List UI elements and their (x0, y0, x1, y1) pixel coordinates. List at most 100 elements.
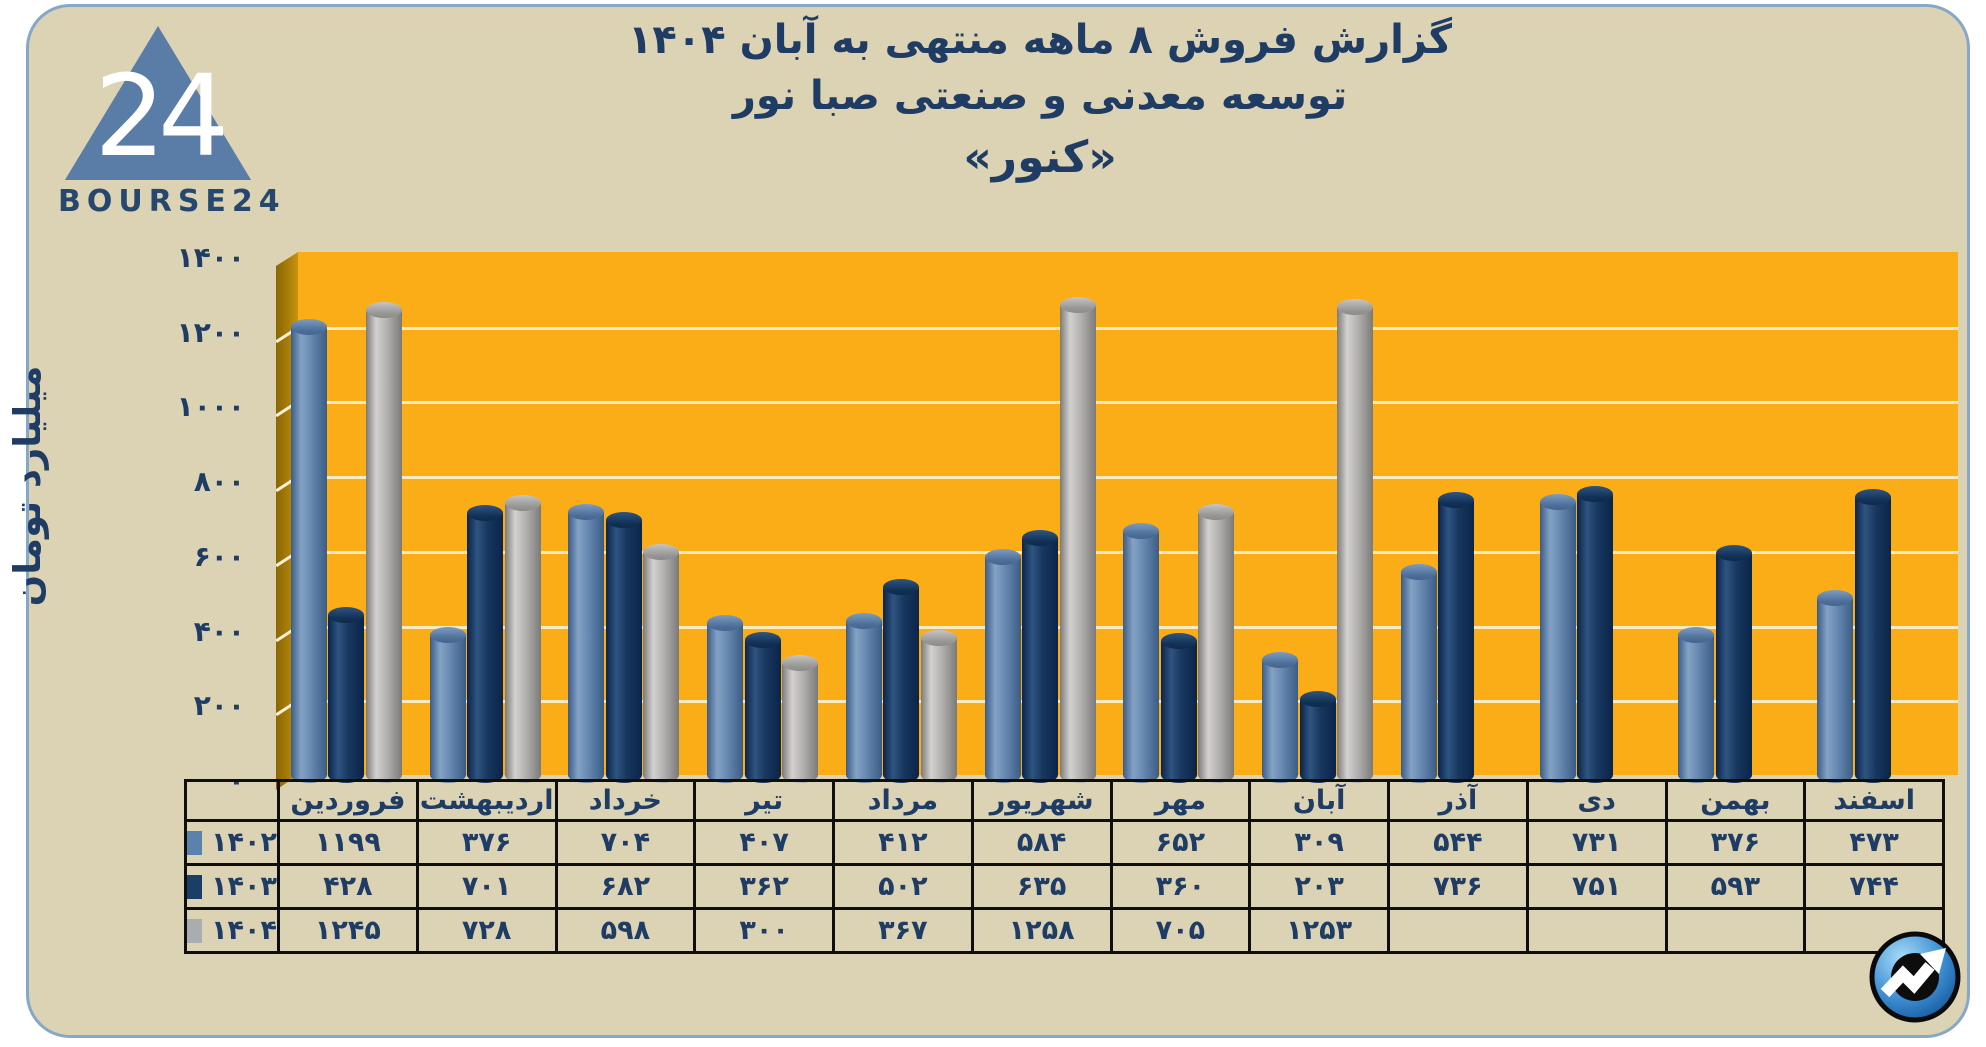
bar-۱۴۰۲-آبان (1262, 652, 1299, 783)
value-cell: ۵۹۸ (554, 907, 697, 954)
value-cell: ۷۳۶ (1387, 863, 1529, 910)
title-line-2: توسعه معدنی و صنعتی صبا نور (732, 73, 1348, 119)
title-line-3: «کنور» (963, 132, 1117, 183)
legend-swatch-۱۴۰۲ (187, 830, 203, 855)
value-cell: ۷۳۱ (1525, 819, 1668, 866)
value-cell: ۷۴۴ (1803, 863, 1945, 910)
y-axis-tick-label: ۱۰۰۰ (176, 390, 245, 424)
bar-۱۴۰۴-شهریور (1059, 297, 1096, 783)
plot-area (290, 252, 1958, 783)
bar-۱۴۰۳-فروردین (328, 607, 365, 783)
bar-۱۴۰۲-مرداد (845, 613, 882, 783)
data-table: فروردین اردیبهشت خرداد تیر مرداد شهریور مهر آبا… (184, 779, 1945, 954)
gridline (298, 326, 1958, 330)
value-cell: ۵۸۴ (970, 819, 1113, 866)
bar-۱۴۰۴-مهر (1198, 504, 1235, 783)
legend-year-label: ۱۴۰۲ (211, 827, 277, 858)
value-cell: ۵۹۳ (1664, 863, 1807, 910)
legend-cell: ۱۴۰۲ (184, 819, 280, 866)
value-cell: ۴۷۳ (1803, 819, 1945, 866)
y-axis-tick-label: ۴۰۰ (193, 614, 245, 648)
value-cell: ۷۰۴ (554, 819, 697, 866)
bar-۱۴۰۳-مهر (1160, 633, 1197, 783)
bar-۱۴۰۳-مرداد (883, 579, 920, 783)
value-cell: ۴۲۸ (277, 863, 419, 910)
bar-۱۴۰۲-دی (1539, 494, 1576, 783)
month-header-cell: خرداد (554, 779, 697, 822)
table-row-۱۴۰۲: ۱۴۰۲ ۱۱۹۹ ۳۷۶ ۷۰۴ ۴۰۷ ۴۱۲ ۵۸۴ ۶۵۲ ۳۰۹ ۵۴۴ ۷۳۱ ۳۷۶ ۴۷… (184, 819, 1945, 866)
y-axis-tick-label: ۶۰۰ (193, 539, 245, 573)
month-header-cell: شهریور (970, 779, 1113, 822)
gridline (298, 476, 1958, 480)
bar-۱۴۰۳-شهریور (1022, 530, 1059, 783)
trend-arrow-icon (1880, 962, 1935, 998)
table-row-۱۴۰۳: ۱۴۰۳ ۴۲۸ ۷۰۱ ۶۸۲ ۳۶۲ ۵۰۲ ۶۳۵ ۳۶۰ ۲۰۳ ۷۳۶ ۷۵۱ ۵۹۳ ۷۴۴ (184, 863, 1945, 910)
legend-swatch-۱۴۰۴ (187, 918, 203, 943)
value-cell: ۳۶۲ (693, 863, 835, 910)
bar-۱۴۰۳-آبان (1299, 691, 1336, 783)
bar-۱۴۰۴-اردیبهشت (504, 495, 541, 783)
bar-۱۴۰۴-تیر (782, 655, 819, 783)
y-axis-tick-label: ۸۰۰ (193, 465, 245, 499)
value-cell: ۲۰۳ (1248, 863, 1390, 910)
value-cell (1664, 907, 1807, 954)
bourse24-logo: 24 BOURSE24 (58, 24, 286, 219)
bar-۱۴۰۴-آبان (1337, 299, 1374, 783)
legend-cell: ۱۴۰۴ (184, 907, 280, 954)
value-cell (1387, 907, 1529, 954)
bar-۱۴۰۳-اسفند (1854, 489, 1891, 783)
value-cell: ۵۴۴ (1387, 819, 1529, 866)
value-cell: ۷۲۸ (415, 907, 558, 954)
bar-۱۴۰۲-شهریور (984, 549, 1021, 783)
value-cell: ۴۰۷ (693, 819, 835, 866)
value-cell: ۱۲۴۵ (277, 907, 419, 954)
bar-۱۴۰۲-مهر (1123, 523, 1160, 783)
table-corner-cell (184, 779, 280, 822)
bar-۱۴۰۲-خرداد (568, 504, 605, 783)
bar-۱۴۰۲-آذر (1400, 564, 1437, 783)
bar-۱۴۰۴-فروردین (365, 302, 402, 783)
month-header-cell: اسفند (1803, 779, 1945, 822)
svg-text:24: 24 (94, 52, 224, 182)
legend-cell: ۱۴۰۳ (184, 863, 280, 910)
month-header-cell: تیر (693, 779, 835, 822)
value-cell: ۶۵۲ (1109, 819, 1252, 866)
value-cell: ۷۵۱ (1525, 863, 1668, 910)
bar-۱۴۰۴-مرداد (920, 630, 957, 783)
trend-arrow-head-icon (1920, 948, 1946, 974)
bar-۱۴۰۲-اردیبهشت (429, 627, 466, 783)
month-header-cell: فروردین (277, 779, 419, 822)
value-cell: ۶۳۵ (970, 863, 1113, 910)
legend-swatch-۱۴۰۳ (187, 874, 203, 899)
value-cell: ۱۱۹۹ (277, 819, 419, 866)
value-cell: ۱۲۵۳ (1248, 907, 1390, 954)
month-header-cell: مهر (1109, 779, 1252, 822)
report-title: گزارش فروش ۸ ماهه منتهی به آبان ۱۴۰۴ توس… (540, 12, 1540, 188)
value-cell: ۳۰۹ (1248, 819, 1390, 866)
logo-brand-text: BOURSE24 (58, 184, 286, 219)
month-header-cell: آذر (1387, 779, 1529, 822)
value-cell: ۷۰۱ (415, 863, 558, 910)
bar-۱۴۰۳-آذر (1438, 492, 1475, 783)
y-axis-tick-label: ۲۰۰ (193, 689, 245, 723)
value-cell (1525, 907, 1668, 954)
value-cell: ۳۶۷ (832, 907, 974, 954)
month-header-cell: دی (1525, 779, 1668, 822)
bar-۱۴۰۲-فروردین (290, 319, 327, 783)
table-row-۱۴۰۴: ۱۴۰۴ ۱۲۴۵ ۷۲۸ ۵۹۸ ۳۰۰ ۳۶۷ ۱۲۵۸ ۷۰۵ ۱۲۵۳ (184, 907, 1945, 954)
month-header-cell: اردیبهشت (415, 779, 558, 822)
bar-۱۴۰۲-بهمن (1678, 627, 1715, 783)
value-cell: ۵۰۲ (832, 863, 974, 910)
value-cell: ۴۱۲ (832, 819, 974, 866)
legend-year-label: ۱۴۰۴ (211, 915, 277, 946)
value-cell: ۳۷۶ (1664, 819, 1807, 866)
bar-۱۴۰۳-دی (1577, 486, 1614, 783)
bar-۱۴۰۳-بهمن (1715, 545, 1752, 783)
y-axis-title: میلیارد تومان (6, 365, 49, 607)
value-cell: ۳۰۰ (693, 907, 835, 954)
value-cell: ۷۰۵ (1109, 907, 1252, 954)
month-header-cell: بهمن (1664, 779, 1807, 822)
bar-۱۴۰۳-تیر (744, 632, 781, 783)
value-cell: ۳۶۰ (1109, 863, 1252, 910)
